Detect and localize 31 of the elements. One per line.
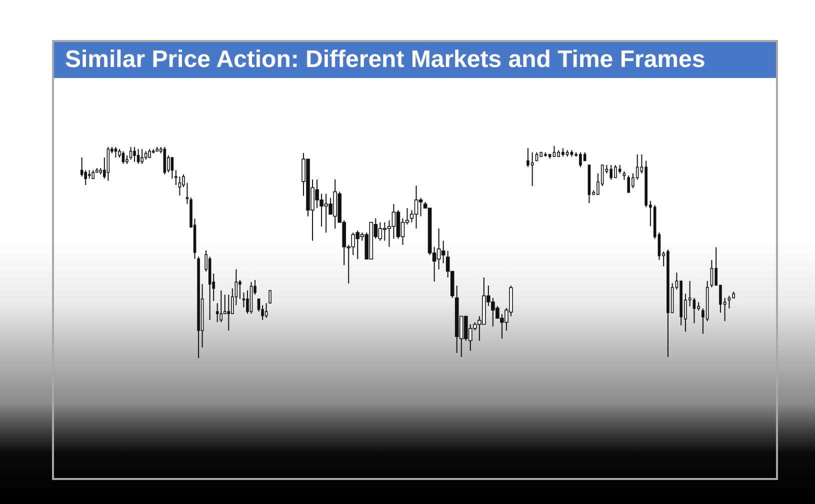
candlestick — [392, 204, 396, 240]
candlestick — [114, 147, 118, 158]
candlestick — [658, 232, 661, 260]
candlestick — [227, 294, 230, 332]
candlestick — [246, 290, 249, 314]
candlestick — [552, 146, 556, 158]
candlestick — [441, 240, 446, 264]
candlestick — [238, 279, 242, 300]
candlestick — [106, 147, 110, 182]
candlestick — [133, 147, 136, 162]
candlestick — [163, 147, 166, 175]
candlestick — [378, 222, 382, 242]
candlestick — [170, 157, 174, 180]
text: Similar Price Action: Different Markets and Time Frames — [65, 46, 706, 74]
candlestick — [436, 228, 441, 270]
candlestick — [136, 148, 140, 164]
candlestick — [129, 147, 132, 160]
candlestick — [242, 292, 246, 308]
candlestick — [178, 176, 182, 196]
candlestick — [526, 148, 530, 168]
candlestick — [728, 295, 731, 309]
candlestick — [382, 222, 387, 242]
candlestick — [418, 197, 423, 217]
candlestick — [530, 152, 534, 187]
candlestick — [692, 297, 696, 324]
candlestick — [414, 185, 418, 229]
candlestick — [140, 148, 144, 164]
candlestick — [80, 157, 84, 178]
candlestick — [257, 298, 260, 312]
candlestick — [710, 259, 714, 288]
candlestick — [220, 290, 223, 323]
